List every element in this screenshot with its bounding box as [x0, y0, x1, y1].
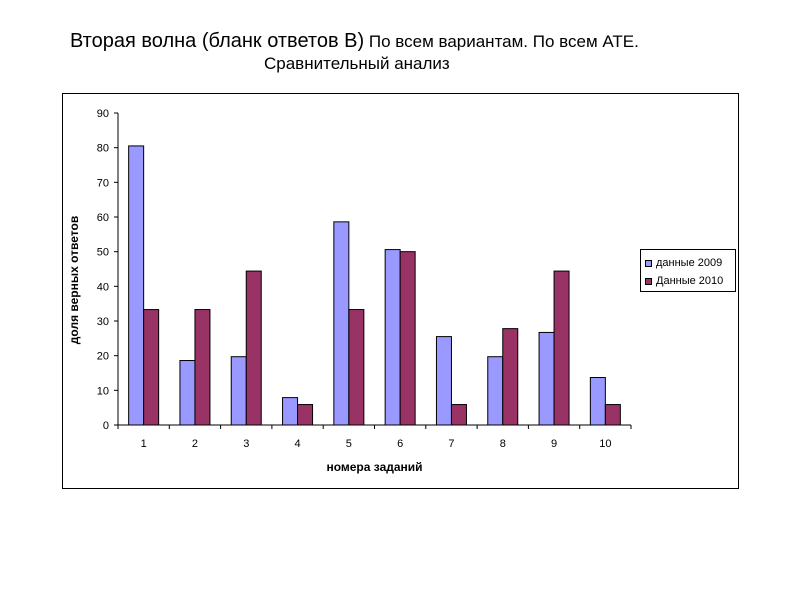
bar-2010-3 [245, 270, 262, 426]
y-tick-label: 60 [97, 212, 109, 224]
bar-2009-1 [128, 145, 145, 426]
legend-item-2010: Данные 2010 [645, 274, 723, 288]
bar-2009-9 [538, 331, 555, 426]
y-tick-label: 80 [97, 143, 109, 155]
bar-2010-8 [502, 328, 519, 426]
title-line-1: Вторая волна (бланк ответов В) По всем в… [70, 30, 639, 53]
x-tick-label: 1 [141, 438, 147, 450]
x-tick-label: 10 [599, 438, 611, 450]
bar-2010-2 [194, 309, 211, 426]
legend-item-2009: данные 2009 [645, 256, 722, 270]
y-tick-label: 20 [97, 351, 109, 363]
x-tick-label: 9 [551, 438, 557, 450]
x-tick-label: 6 [397, 438, 403, 450]
y-tick-label: 50 [97, 247, 109, 259]
bar-2010-6 [399, 251, 416, 426]
x-tick-label: 8 [500, 438, 506, 450]
bar-2009-4 [282, 397, 299, 426]
legend-label-2010: Данные 2010 [656, 275, 724, 287]
bar-2009-3 [230, 356, 247, 426]
bar-2009-6 [384, 249, 401, 426]
bar-2009-7 [435, 336, 452, 426]
title-subtitle: Сравнительный анализ [264, 54, 450, 73]
x-tick-label: 7 [448, 438, 454, 450]
bar-2009-5 [333, 221, 350, 426]
bar-2010-7 [450, 404, 467, 426]
legend-label-2009: данные 2009 [656, 257, 723, 269]
bar-2010-1 [143, 309, 160, 426]
legend-swatch-2010 [645, 277, 652, 285]
x-tick-label: 4 [294, 438, 300, 450]
bar-2009-10 [589, 377, 606, 426]
legend-swatch-2009 [645, 259, 652, 267]
chart-legend: данные 2009 Данные 2010 [640, 249, 736, 292]
y-axis-title: доля верных ответов [67, 216, 81, 344]
title-main-text: Вторая волна (бланк ответов В) [70, 30, 365, 52]
y-tick-label: 70 [97, 177, 109, 189]
bar-2009-8 [487, 356, 504, 426]
bar-2009-2 [179, 360, 196, 426]
x-tick-label: 5 [346, 438, 352, 450]
y-tick-label: 0 [103, 420, 109, 432]
y-tick-label: 90 [97, 108, 109, 120]
title-rest-text: По всем вариантам. По всем АТЕ. [364, 32, 639, 51]
bar-2010-10 [604, 404, 621, 426]
y-tick-label: 10 [97, 385, 109, 397]
bar-2010-5 [348, 309, 365, 426]
bar-2010-4 [297, 404, 314, 426]
x-tick-label: 2 [192, 438, 198, 450]
y-tick-label: 40 [97, 281, 109, 293]
y-tick-label: 30 [97, 316, 109, 328]
x-tick-label: 3 [243, 438, 249, 450]
bar-2010-9 [553, 270, 570, 426]
x-axis-title: номера заданий [326, 460, 422, 474]
